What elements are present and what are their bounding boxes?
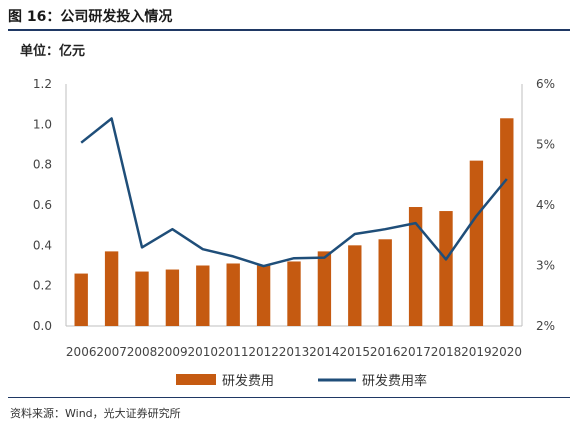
bar-2010 [196,265,210,326]
x-axis-tick-label: 2009 [157,345,188,359]
left-axis-tick-label: 0.2 [33,279,52,293]
x-axis-tick-label: 2020 [492,345,523,359]
legend-label-line: 研发费用率 [362,373,427,389]
left-axis-tick-label: 0.6 [33,198,52,212]
bar-2008 [135,271,149,326]
x-axis-tick-label: 2015 [340,345,371,359]
bar-2007 [104,251,119,326]
bar-2009 [165,269,180,326]
x-axis-tick-label: 2006 [66,345,97,359]
x-axis-tick-label: 2013 [279,345,310,359]
bar-2012 [256,265,271,326]
left-axis-tick-label: 0.0 [33,319,52,333]
right-axis-tick-label: 2% [536,319,555,333]
x-axis-tick-label: 2014 [309,345,340,359]
x-axis-tick-label: 2016 [370,345,401,359]
bar-2006 [74,273,88,326]
bar-2018 [439,211,453,326]
rd-investment-chart: 0.00.20.40.60.81.01.22%3%4%5%6%2006 2007 2… [33,77,555,389]
figure-title: 图 16：公司研发投入情况 [8,9,173,25]
left-axis-tick-label: 0.8 [33,158,52,172]
title-divider [8,29,570,31]
x-axis-tick-label: 2012 [248,345,279,359]
bar-2020 [500,118,514,327]
left-axis-tick-label: 0.4 [33,238,52,252]
x-axis-tick-label: 2018 [431,345,462,359]
source-note: 资料来源：Wind，光大证券研究所 [10,407,181,420]
x-axis-tick-label: 2019 [461,345,492,359]
right-axis-tick-label: 6% [536,77,555,91]
left-axis-tick-label: 1.2 [33,77,52,91]
bar-2014 [317,251,332,326]
x-axis-tick-label: 2017 [400,345,431,359]
right-axis-tick-label: 4% [536,198,555,212]
right-axis-tick-label: 5% [536,138,555,152]
bar-2019 [469,160,484,326]
bar-2011 [226,263,240,326]
x-axis-tick-label: 2008 [127,345,158,359]
left-axis-tick-label: 1.0 [33,117,52,131]
bar-2016 [378,239,392,326]
legend-swatch-bar [176,374,216,385]
unit-label: 单位：亿元 [20,44,86,59]
bar-2015 [348,245,362,326]
x-axis-tick-label: 2010 [188,345,219,359]
bar-2017 [408,207,423,326]
x-axis-tick-label: 2007 [96,345,127,359]
source-divider [8,397,570,398]
bar-2013 [287,261,301,326]
right-axis-tick-label: 3% [536,259,555,273]
x-axis-tick-label: 2011 [218,345,249,359]
legend-label-bar: 研发费用 [222,373,274,389]
